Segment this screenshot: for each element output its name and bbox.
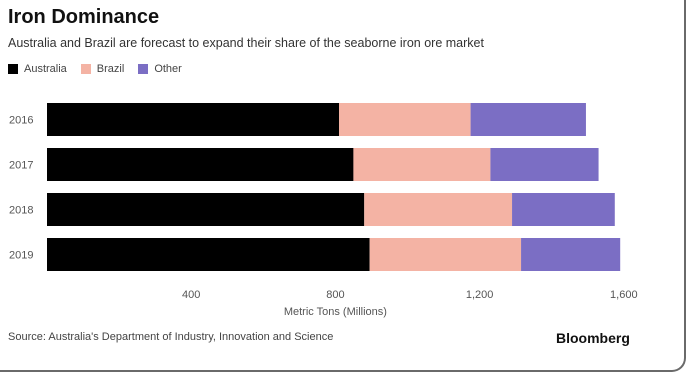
- bar-brazil-2019: [369, 238, 522, 271]
- category-label-2018: 2018: [9, 205, 33, 217]
- chart-title: Iron Dominance: [8, 6, 160, 28]
- bar-other-2017: [490, 148, 599, 181]
- x-axis-label: Metric Tons (Millions): [284, 306, 387, 318]
- bar-brazil-2016: [339, 103, 471, 136]
- category-label-2016: 2016: [9, 115, 33, 127]
- bar-other-2016: [470, 103, 586, 136]
- x-axis-ticks: 400 800 1,200 1,600: [182, 289, 638, 301]
- bar-other-2018: [512, 193, 615, 226]
- bar-brazil-2018: [364, 193, 513, 226]
- chart-legend: Australia Brazil Other: [8, 63, 196, 75]
- bar-australia-2016: [47, 103, 340, 136]
- category-label-2017: 2017: [9, 160, 33, 172]
- category-label-2019: 2019: [9, 250, 33, 262]
- bar-brazil-2017: [353, 148, 491, 181]
- stacked-bar-chart: 2016 2017 2018 2019 400 800 1,200 1,600 Metric…: [9, 103, 638, 318]
- legend-label-brazil: Brazil: [96, 63, 125, 75]
- brand-logo: Bloomberg: [556, 330, 630, 346]
- x-tick-label-800: 800: [326, 289, 344, 301]
- bar-australia-2018: [47, 193, 365, 226]
- bars-layer: [47, 103, 621, 271]
- legend-label-australia: Australia: [24, 63, 67, 75]
- legend-item-australia: Australia: [8, 63, 67, 75]
- chart-subtitle: Australia and Brazil are forecast to exp…: [8, 36, 484, 50]
- x-tick-label-400: 400: [182, 289, 200, 301]
- source-note: Source: Australia's Department of Indust…: [8, 331, 334, 343]
- legend-label-other: Other: [154, 63, 182, 75]
- category-labels: 2016 2017 2018 2019: [9, 115, 33, 262]
- legend-swatch-other: [138, 64, 149, 74]
- bar-australia-2019: [47, 238, 370, 271]
- legend-swatch-australia: [8, 64, 18, 74]
- bar-other-2019: [521, 238, 621, 271]
- legend-item-other: Other: [138, 63, 182, 75]
- legend-item-brazil: Brazil: [80, 63, 125, 75]
- chart-frame: [0, 0, 686, 372]
- x-tick-label-1600: 1,600: [610, 289, 638, 301]
- bar-australia-2017: [47, 148, 354, 181]
- legend-swatch-brazil: [80, 64, 91, 74]
- x-tick-label-1200: 1,200: [466, 289, 494, 301]
